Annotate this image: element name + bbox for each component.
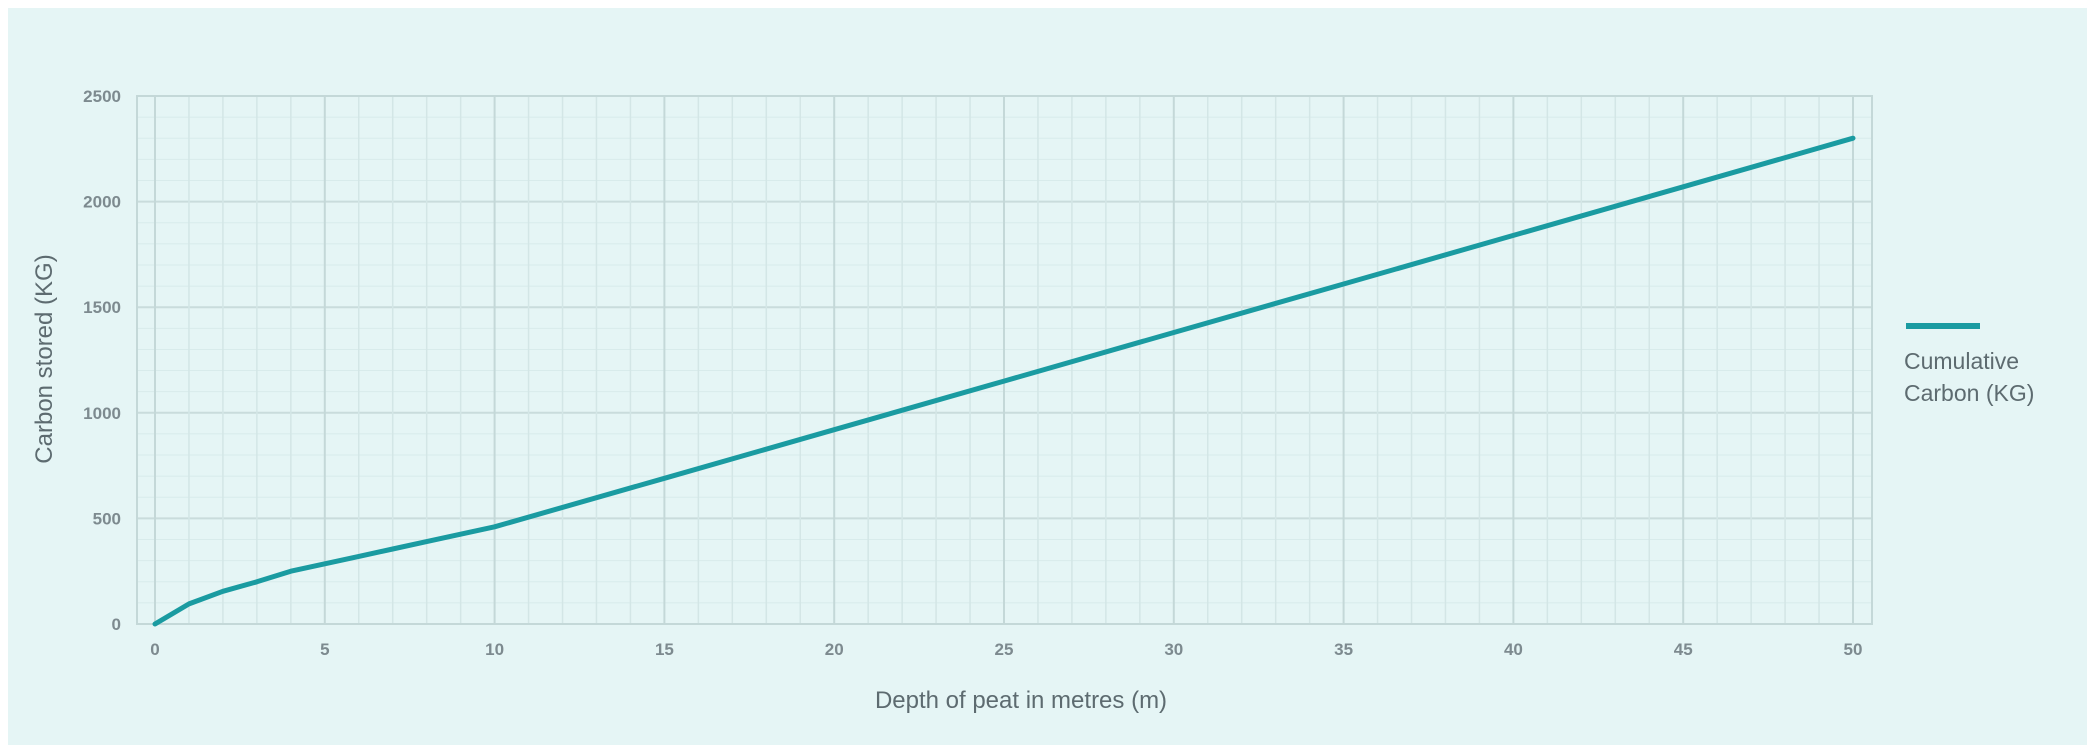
x-tick-label: 50: [1844, 640, 1863, 659]
series-line: [152, 135, 1856, 627]
series-layer: [152, 135, 1856, 627]
y-tick-label: 0: [112, 615, 121, 634]
legend: Cumulative Carbon (KG): [1904, 323, 2034, 406]
chart-panel: 0 5 10 15 20 25 30 35 40 45 50 0 500 1000 1500 2000 2500…: [8, 8, 2087, 745]
y-tick-label: 2500: [83, 87, 121, 106]
line-chart: 0 5 10 15 20 25 30 35 40 45 5005001000150020002500…: [31, 87, 2034, 714]
y-tick-label: 1500: [83, 298, 121, 317]
x-tick-label: 30: [1164, 640, 1183, 659]
x-tick-label: 45: [1674, 640, 1693, 659]
legend-label-line2: Carbon (KG): [1904, 380, 2034, 406]
x-tick-label: 25: [995, 640, 1014, 659]
x-tick-label: 0: [150, 640, 159, 659]
grid: [137, 95, 1872, 625]
x-tick-label: 15: [655, 640, 674, 659]
y-tick-label: 500: [93, 509, 121, 528]
axes: [136, 95, 1873, 625]
x-tick-label: 40: [1504, 640, 1523, 659]
legend-label-line1: Cumulative: [1904, 348, 2019, 374]
plot-border: [136, 95, 1873, 625]
x-tick-label: 5: [320, 640, 329, 659]
y-tick-label: 1000: [83, 404, 121, 423]
y-axis-title: Carbon stored (KG): [31, 254, 58, 463]
x-tick-label: 35: [1334, 640, 1353, 659]
x-axis-title: Depth of peat in metres (m): [875, 687, 1167, 714]
x-tick-label: 20: [825, 640, 844, 659]
y-tick-label: 2000: [83, 193, 121, 212]
x-tick-label: 10: [485, 640, 504, 659]
